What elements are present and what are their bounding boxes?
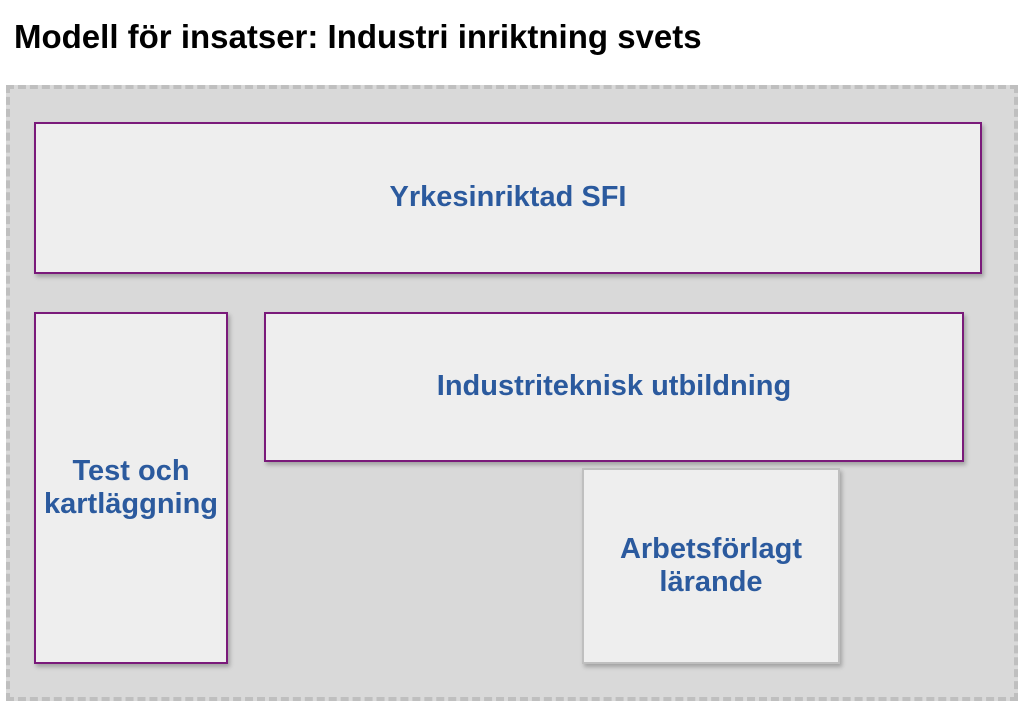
box-label: Yrkesinriktad SFI <box>390 181 627 214</box>
diagram-canvas: Modell för insatser: Industri inriktning… <box>0 0 1024 709</box>
box-industriteknisk-utbildning: Industriteknisk utbildning <box>264 312 964 462</box>
box-label: Test och kartläggning <box>44 455 218 522</box>
page-title: Modell för insatser: Industri inriktning… <box>14 18 702 56</box>
box-label: Arbetsförlagt lärande <box>594 533 828 600</box>
box-arbetsforlagt-larande: Arbetsförlagt lärande <box>582 468 840 664</box>
box-yrkesinriktad-sfi: Yrkesinriktad SFI <box>34 122 982 274</box>
box-label: Industriteknisk utbildning <box>437 370 791 403</box>
box-test-kartlaggning: Test och kartläggning <box>34 312 228 664</box>
